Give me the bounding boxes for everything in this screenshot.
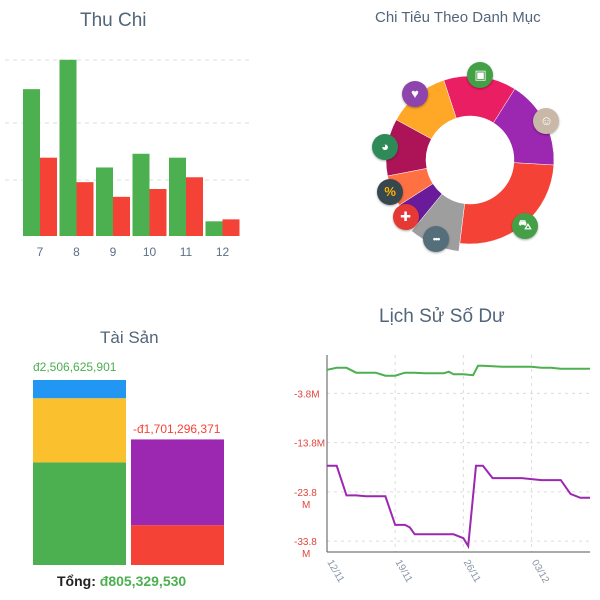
bar-thu-7 (23, 89, 40, 236)
x-tick-label: 19/11 (393, 558, 415, 585)
bar-chi-12 (222, 219, 240, 236)
assets-positive-label: đ2,506,625,901 (33, 360, 117, 374)
bar-chi-11 (186, 177, 203, 236)
category-spending-panel[interactable]: Chi Tiêu Theo Danh Mục ⛍ ☺ ▣ ♥ ◕% ✚ ••• (300, 0, 600, 290)
bar-thu-9 (96, 167, 113, 236)
more-icon: ••• (423, 226, 450, 253)
assets-assets-segment-2 (33, 380, 126, 399)
assets-total-label: Tổng: (57, 573, 100, 589)
bar-thu-10 (132, 153, 150, 236)
income-expense-title: Thu Chi (80, 10, 147, 31)
balance-history-panel[interactable]: Lịch Sử Số Dư -3.8M -13.8M -23.8 M -33.8 M 12/… (290, 300, 600, 600)
x-tick-label: 10 (143, 245, 157, 259)
y-tick-label: -33.8 M (294, 537, 317, 560)
basket-icon: ⛍ (512, 213, 539, 240)
assets-panel[interactable]: Tài Sản đ2,506,625,901 -đ1,701,296,371 T… (0, 300, 300, 600)
assets-debts-segment-0 (131, 525, 224, 565)
assets-negative-label: -đ1,701,296,371 (133, 422, 221, 436)
bar-thu-12 (205, 221, 223, 236)
assets-chart (33, 380, 224, 565)
income-expense-panel[interactable]: Thu Chi 7 8 9 10 11 12 (0, 0, 300, 290)
baby-photo-icon: ☺ (533, 107, 560, 134)
balance-history-title: Lịch Sử Số Dư (379, 306, 505, 327)
donut-slice-shopping (459, 162, 555, 245)
x-tick-label: 9 (110, 245, 117, 259)
bar-chi-8 (76, 182, 94, 236)
y-tick-label: -23.8 M (294, 488, 317, 511)
y-tick-label: -3.8M (294, 389, 320, 400)
bar-chi-7 (40, 157, 57, 236)
bar-thu-8 (59, 59, 77, 236)
category-spending-title: Chi Tiêu Theo Danh Mục (375, 9, 541, 26)
x-tick-label: 26/11 (461, 558, 483, 585)
briefcase-icon: ▣ (467, 61, 494, 88)
medical-kit-icon: ✚ (392, 204, 419, 231)
assets-title: Tài Sản (100, 328, 159, 347)
assets-assets-segment-0 (33, 462, 126, 565)
x-tick-label: 03/12 (529, 558, 551, 586)
assets-debts-segment-1 (131, 439, 224, 526)
assets-assets-segment-1 (33, 398, 126, 463)
x-tick-label: 8 (73, 245, 80, 259)
y-tick-label: -13.8M (294, 439, 325, 450)
balance-line-green (326, 364, 590, 377)
bar-chi-9 (113, 196, 130, 236)
category-spending-donut (385, 75, 555, 252)
balance-history-chart: -3.8M -13.8M -23.8 M -33.8 M 12/11 19/11 26/11 03… (294, 355, 590, 586)
bar-thu-11 (169, 157, 186, 236)
balance-line-purple (327, 464, 590, 550)
assets-total-value: đ805,329,530 (99, 573, 187, 589)
percent-icon: % (377, 178, 404, 205)
income-expense-chart: 7 8 9 10 11 12 (5, 59, 250, 259)
frog-icon: ◕ (372, 133, 398, 160)
assets-total: Tổng: đ805,329,530 (57, 573, 186, 589)
x-tick-label: 7 (37, 245, 44, 259)
x-tick-label: 11 (180, 245, 193, 259)
donation-icon: ♥ (401, 80, 428, 107)
bar-chi-10 (149, 189, 167, 236)
x-tick-label: 12/11 (324, 558, 346, 585)
x-tick-label: 12 (216, 245, 230, 259)
